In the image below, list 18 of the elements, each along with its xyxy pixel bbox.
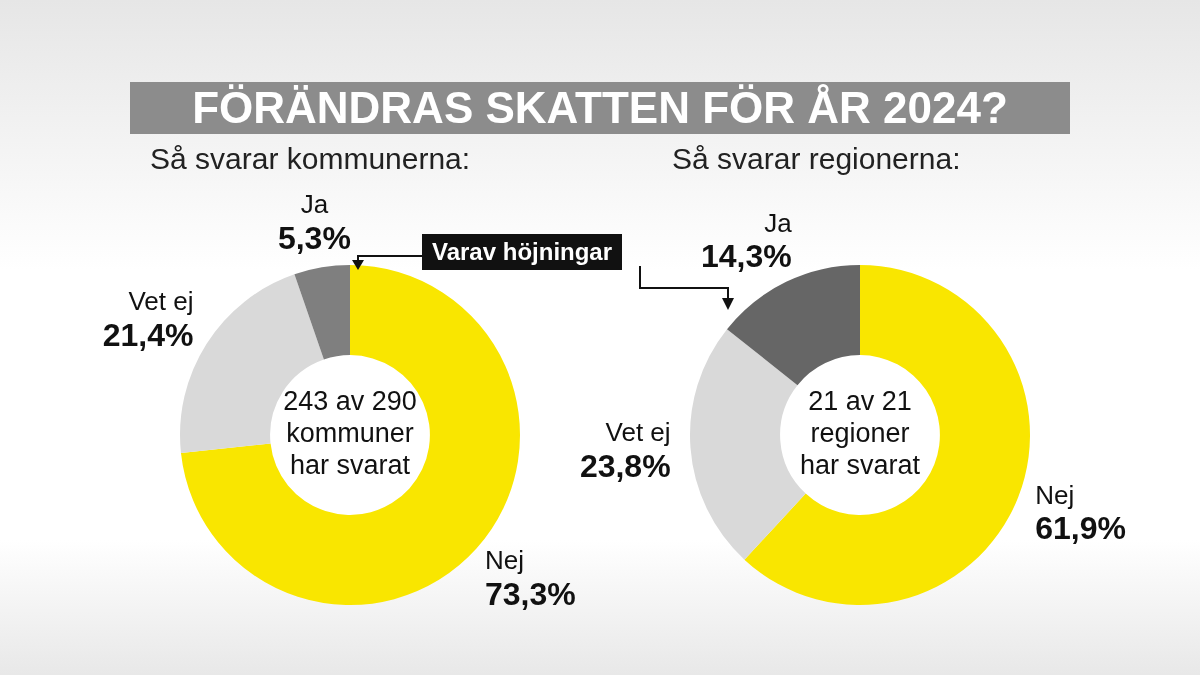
data-label: 5,3% xyxy=(277,219,351,256)
data-label: 14,3% xyxy=(700,238,792,275)
text: 21 av 21 regioner har svarat xyxy=(799,386,921,481)
data-label: 73,3% xyxy=(484,575,576,612)
text: Varav höjningar xyxy=(422,234,623,270)
slice-label: Ja xyxy=(300,189,329,220)
chart-subtitle: Så svarar kommunerna: xyxy=(150,142,471,176)
slice-label: Vet ej xyxy=(605,417,671,448)
slice-label: Vet ej xyxy=(128,285,194,316)
data-label: 21,4% xyxy=(102,316,194,353)
data-label: 61,9% xyxy=(1035,510,1126,547)
slice-label: Nej xyxy=(484,544,524,575)
slice-label: Nej xyxy=(1035,479,1075,510)
slice-label: Ja xyxy=(764,207,793,238)
chart-subtitle: Så svarar regionerna: xyxy=(672,142,961,176)
text: 243 av 290 kommuner har svarat xyxy=(283,386,417,481)
data-label: 23,8% xyxy=(579,448,671,485)
chart-title: FÖRÄNDRAS SKATTEN FÖR ÅR 2024? xyxy=(130,82,1070,134)
